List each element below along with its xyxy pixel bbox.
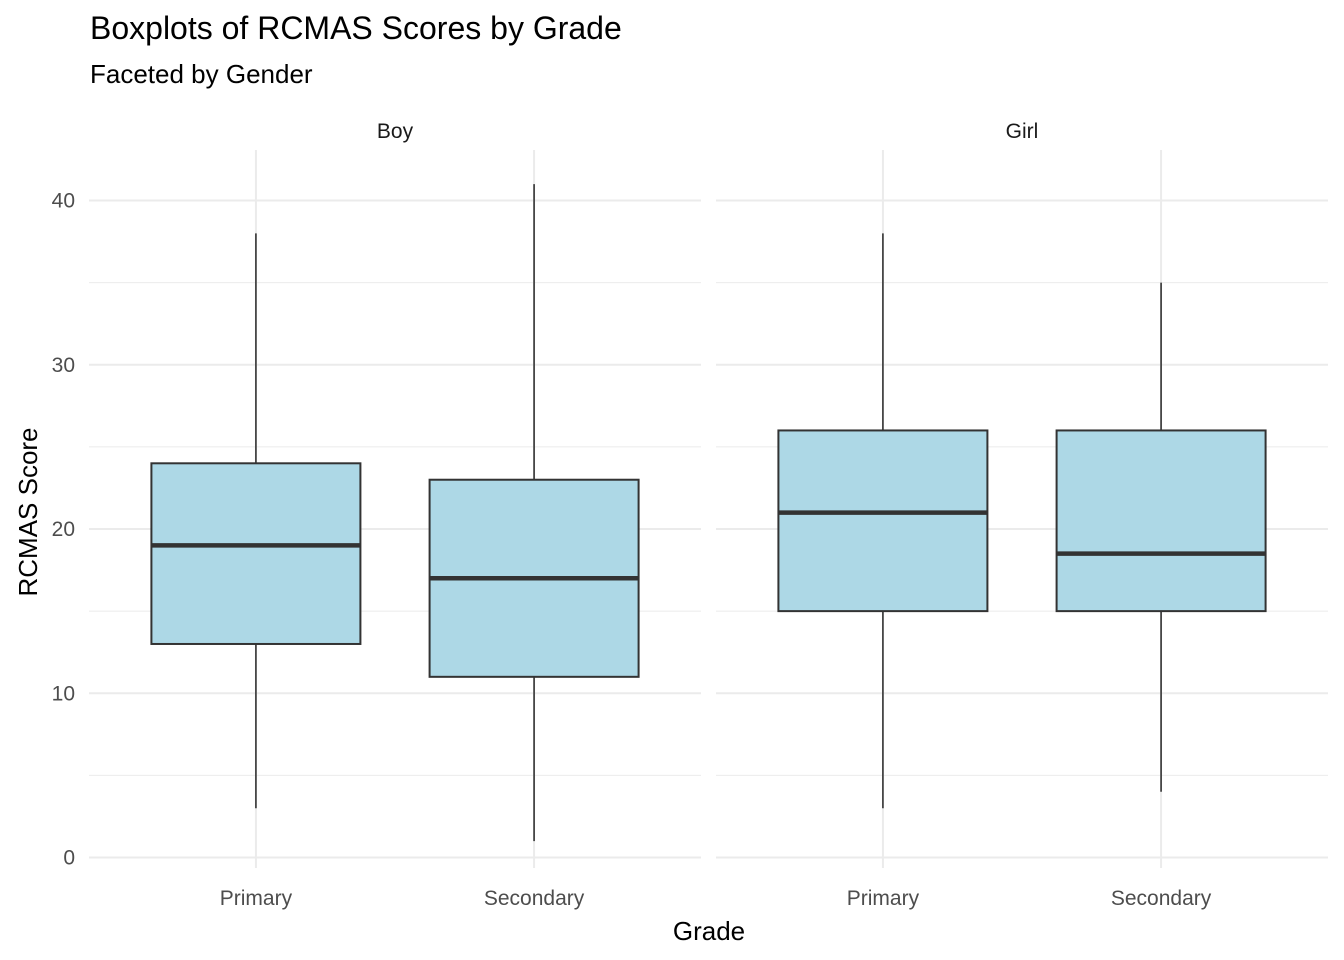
y-tick-label: 40 (52, 190, 75, 213)
chart-title: Boxplots of RCMAS Scores by Grade (90, 10, 622, 46)
x-tick-label: Primary (847, 887, 920, 910)
y-tick-label: 10 (52, 682, 75, 705)
facet-label: Girl (1006, 120, 1039, 143)
x-tick-label: Primary (220, 887, 293, 910)
x-tick-label: Secondary (1111, 887, 1212, 910)
box (150, 462, 362, 645)
y-axis-title: RCMAS Score (13, 427, 43, 596)
y-tick-label: 0 (63, 847, 75, 870)
facet-label: Boy (377, 120, 414, 143)
box (777, 429, 989, 613)
chart-subtitle: Faceted by Gender (90, 59, 313, 89)
x-axis-title: Grade (673, 916, 745, 946)
y-tick-label: 20 (52, 518, 75, 541)
label-layer: Boy Primary Secondary Girl Primary Secondary 0… (52, 120, 1212, 910)
mark-layer (150, 184, 1267, 842)
box (1055, 429, 1267, 613)
y-tick-label: 30 (52, 354, 75, 377)
x-tick-label: Secondary (484, 887, 585, 910)
